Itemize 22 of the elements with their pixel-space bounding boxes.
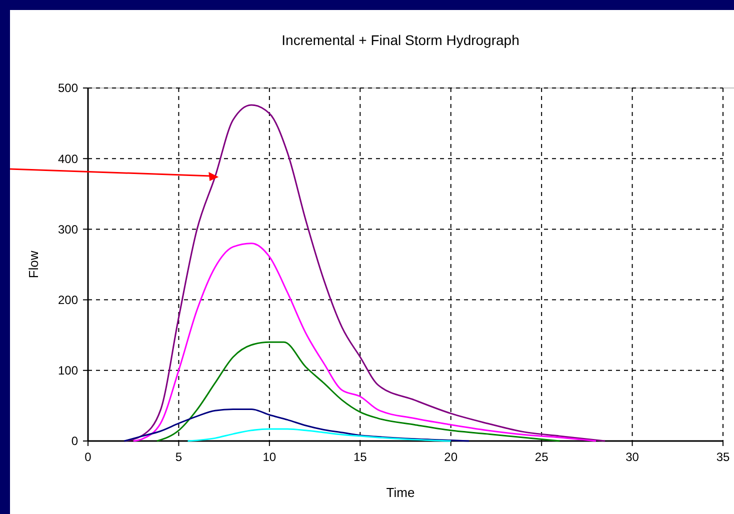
x-tick-label: 15 [353, 450, 368, 464]
line-series [124, 408, 470, 442]
chart-title: Incremental + Final Storm Hydrograph [282, 32, 520, 48]
x-tick-label: 25 [534, 450, 549, 464]
x-tick-label: 30 [626, 450, 640, 464]
x-tick-label: 0 [84, 450, 92, 464]
line-series [132, 242, 597, 442]
line-series [187, 428, 452, 442]
x-tick-label: 10 [262, 450, 276, 464]
y-tick-label: 500 [58, 81, 78, 96]
x-tick-label: 5 [175, 450, 182, 464]
y-axis-title: Flow [26, 250, 41, 278]
x-tick-label: 35 [716, 450, 730, 464]
x-axis-title: Time [386, 485, 415, 500]
y-tick-label: 400 [58, 152, 78, 166]
y-tick-label: 200 [58, 293, 78, 307]
line-series [124, 104, 606, 442]
y-tick-label: 300 [58, 222, 78, 236]
y-tick-label: 100 [58, 364, 78, 378]
line-series [156, 341, 560, 442]
x-tick-label: 20 [444, 450, 458, 464]
y-tick-label: 0 [71, 434, 78, 448]
